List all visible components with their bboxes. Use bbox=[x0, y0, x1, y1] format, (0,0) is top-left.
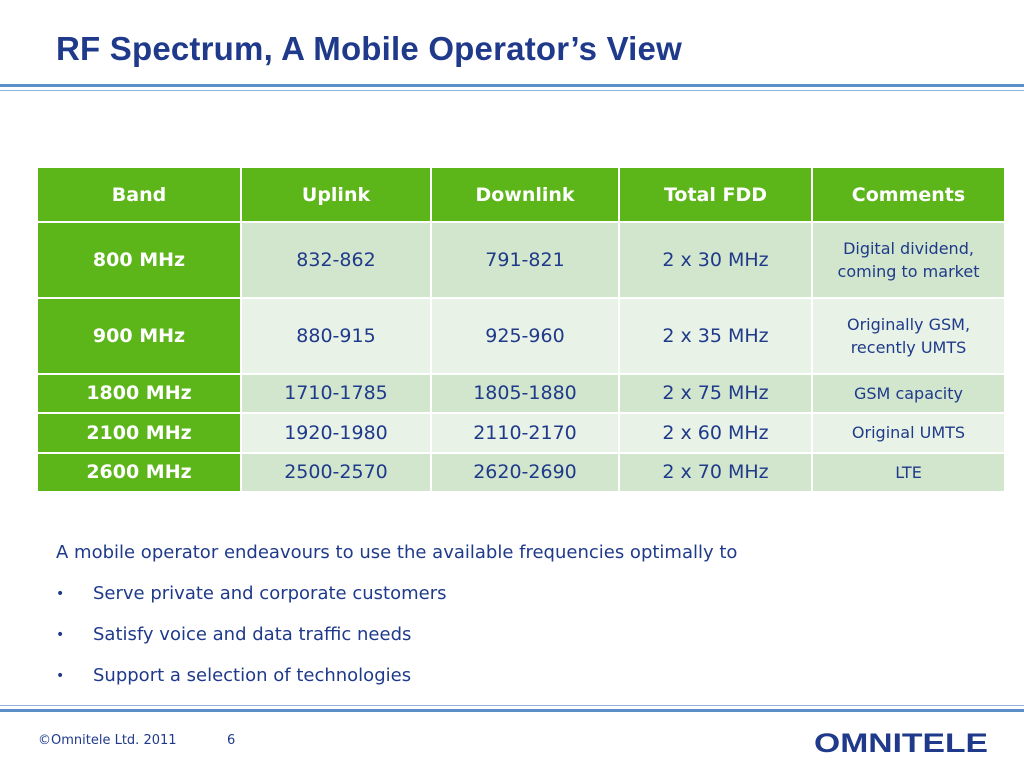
header-band: Band bbox=[36, 166, 242, 223]
band-cell: 2600 MHz bbox=[36, 451, 242, 493]
table-row: 2100 MHz 1920-1980 2110-2170 2 x 60 MHz … bbox=[36, 412, 1006, 454]
bullet-text: Serve private and corporate customers bbox=[93, 583, 447, 604]
downlink-cell: 1805-1880 bbox=[430, 372, 620, 415]
bullet-text: Satisfy voice and data traffic needs bbox=[93, 624, 412, 645]
downlink-cell: 925-960 bbox=[430, 296, 620, 375]
comment-cell: Digital dividend, coming to market bbox=[811, 221, 1006, 299]
header-comments: Comments bbox=[811, 166, 1006, 223]
comment-cell: GSM capacity bbox=[811, 372, 1006, 415]
svg-text:OMNITELE: OMNITELE bbox=[814, 728, 988, 758]
header-divider-thin bbox=[0, 90, 1024, 91]
table-header-row: Band Uplink Downlink Total FDD Comments bbox=[36, 166, 1006, 223]
comment-cell: LTE bbox=[811, 451, 1006, 493]
downlink-cell: 2620-2690 bbox=[430, 451, 620, 493]
band-cell: 800 MHz bbox=[36, 221, 242, 299]
footer-divider-thick bbox=[0, 709, 1024, 712]
header-total-fdd: Total FDD bbox=[618, 166, 813, 223]
list-item: • Satisfy voice and data traffic needs bbox=[56, 623, 446, 664]
uplink-cell: 832-862 bbox=[240, 221, 432, 299]
comment-line: recently UMTS bbox=[850, 337, 967, 357]
comment-line: Originally GSM, bbox=[846, 314, 971, 334]
comment-line: Original UMTS bbox=[851, 423, 966, 443]
header-downlink: Downlink bbox=[430, 166, 620, 223]
slide-title: RF Spectrum, A Mobile Operator’s View bbox=[56, 30, 682, 67]
band-cell: 1800 MHz bbox=[36, 372, 242, 415]
bullet-icon: • bbox=[56, 586, 65, 602]
comment-cell: Original UMTS bbox=[811, 412, 1006, 454]
header-uplink: Uplink bbox=[240, 166, 432, 223]
band-cell: 900 MHz bbox=[36, 296, 242, 375]
total-fdd-cell: 2 x 35 MHz bbox=[618, 296, 813, 375]
bullet-icon: • bbox=[56, 627, 65, 643]
comment-line: LTE bbox=[895, 462, 922, 482]
downlink-cell: 791-821 bbox=[430, 221, 620, 299]
table-row: 2600 MHz 2500-2570 2620-2690 2 x 70 MHz … bbox=[36, 451, 1006, 493]
footer-divider-thin bbox=[0, 705, 1024, 706]
bullet-list: • Serve private and corporate customers … bbox=[56, 582, 446, 705]
table-row: 900 MHz 880-915 925-960 2 x 35 MHz Origi… bbox=[36, 296, 1006, 375]
comment-cell: Originally GSM, recently UMTS bbox=[811, 296, 1006, 375]
list-item: • Support a selection of technologies bbox=[56, 664, 446, 705]
comment-line: coming to market bbox=[837, 261, 980, 281]
band-cell: 2100 MHz bbox=[36, 412, 242, 454]
bullet-text: Support a selection of technologies bbox=[93, 665, 412, 686]
comment-line: Digital dividend, bbox=[843, 238, 974, 258]
uplink-cell: 1920-1980 bbox=[240, 412, 432, 454]
comment-line: GSM capacity bbox=[854, 383, 963, 403]
bullet-icon: • bbox=[56, 668, 65, 684]
header-divider-thick bbox=[0, 84, 1024, 87]
copyright-text: ©Omnitele Ltd. 2011 bbox=[38, 733, 177, 748]
downlink-cell: 2110-2170 bbox=[430, 412, 620, 454]
list-item: • Serve private and corporate customers bbox=[56, 582, 446, 623]
omnitele-logo: OMNITELE bbox=[814, 728, 988, 758]
total-fdd-cell: 2 x 75 MHz bbox=[618, 372, 813, 415]
uplink-cell: 2500-2570 bbox=[240, 451, 432, 493]
table-row: 800 MHz 832-862 791-821 2 x 30 MHz Digit… bbox=[36, 221, 1006, 299]
table-row: 1800 MHz 1710-1785 1805-1880 2 x 75 MHz … bbox=[36, 372, 1006, 415]
total-fdd-cell: 2 x 60 MHz bbox=[618, 412, 813, 454]
total-fdd-cell: 2 x 70 MHz bbox=[618, 451, 813, 493]
uplink-cell: 880-915 bbox=[240, 296, 432, 375]
total-fdd-cell: 2 x 30 MHz bbox=[618, 221, 813, 299]
uplink-cell: 1710-1785 bbox=[240, 372, 432, 415]
intro-text: A mobile operator endeavours to use the … bbox=[56, 542, 738, 563]
frequency-bands-table: Band Uplink Downlink Total FDD Comments … bbox=[36, 166, 1006, 493]
page-number: 6 bbox=[227, 733, 236, 748]
